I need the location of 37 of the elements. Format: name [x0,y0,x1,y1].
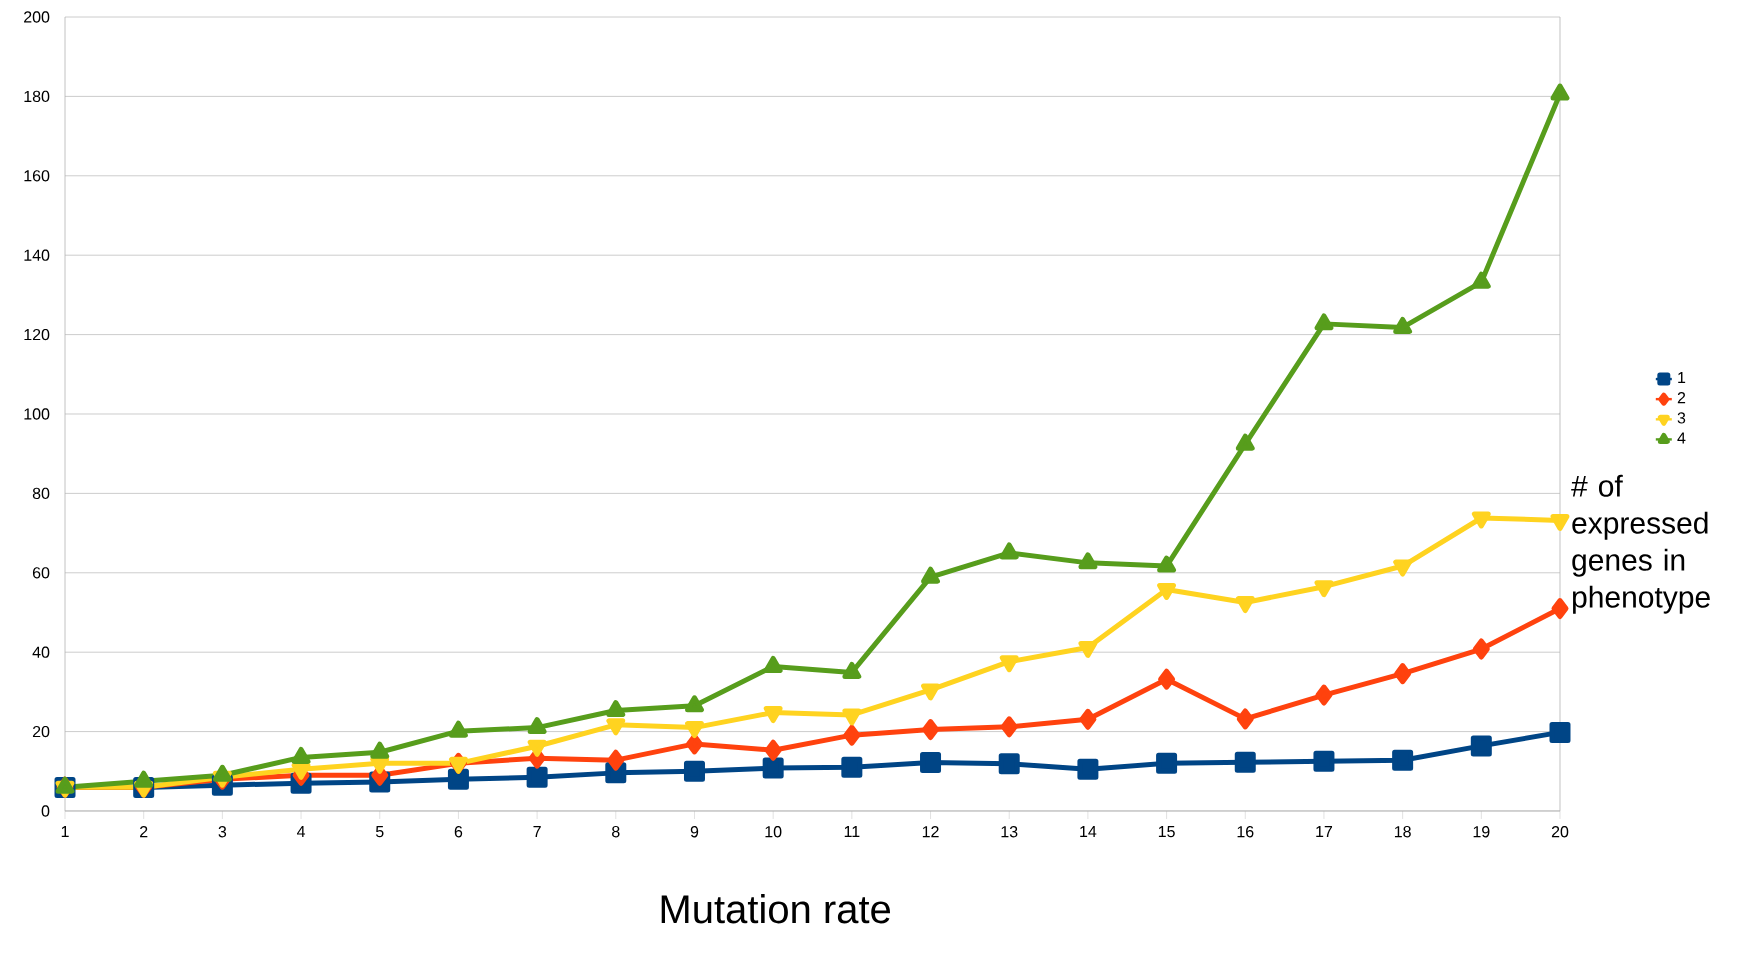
legend-label: 1 [1678,372,1686,384]
x-tick-label: 20 [1551,826,1569,838]
y-tick-label: 180 [24,90,50,103]
y-tick-label: 100 [24,408,50,420]
x-tick-label: 11 [844,826,860,838]
x-axis-title: Mutation rate [661,894,891,924]
y-tick-label: 160 [24,170,50,182]
y-tick-label: 60 [32,567,50,579]
y-tick-label: 140 [24,249,50,261]
legend-label: 3 [1677,412,1686,424]
x-tick-label: 9 [690,826,699,838]
x-tick-label: 10 [765,826,782,838]
x-tick-label: 5 [375,826,384,838]
x-tick-label: 14 [1080,826,1097,838]
x-tick-label: 6 [454,826,463,838]
y-tick-label: 20 [32,725,50,738]
y-tick-label: 0 [41,805,50,817]
x-tick-label: 16 [1237,826,1254,838]
x-tick-label: 12 [922,826,939,838]
legend-label: 2 [1677,392,1686,404]
x-tick-label: 17 [1316,826,1333,838]
y-axis-title: # of expressed genes in phenotype [1571,474,1710,614]
legend-label: 4 [1677,432,1686,444]
y-tick-label: 40 [32,646,50,658]
x-tick-label: 2 [140,826,148,838]
x-tick-label: 1 [61,826,69,838]
x-tick-label: 8 [612,826,620,838]
x-tick-label: 13 [1001,826,1018,838]
x-tick-label: 19 [1473,826,1490,838]
x-tick-label: 18 [1394,826,1411,838]
x-tick-label: 3 [218,826,227,838]
y-tick-label: 120 [24,328,50,341]
y-tick-label: 200 [24,11,50,23]
y-tick-label: 80 [32,487,50,500]
x-tick-label: 15 [1158,826,1175,838]
x-tick-label: 4 [296,826,306,838]
x-tick-label: 7 [533,826,541,838]
